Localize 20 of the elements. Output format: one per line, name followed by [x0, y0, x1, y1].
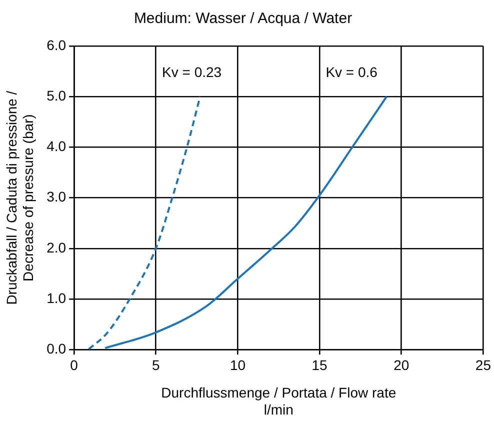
annotation: Kv = 0.6 — [326, 64, 378, 80]
x-tick-label: 15 — [312, 356, 328, 373]
y-tick-label: 6.0 — [46, 36, 66, 53]
annotation: Kv = 0.23 — [162, 64, 222, 80]
chart-title: Medium: Wasser / Acqua / Water — [134, 10, 352, 28]
y-tick-label: 5.0 — [46, 87, 66, 104]
x-tick-label: 20 — [394, 356, 410, 373]
x-tick-label: 10 — [230, 356, 246, 373]
y-tick-label: 0.0 — [46, 340, 66, 356]
line-series — [88, 96, 202, 350]
x-tick-label: 0 — [70, 356, 78, 373]
y-tick-label: 1.0 — [46, 290, 66, 306]
y-tick-label: 3.0 — [46, 188, 66, 205]
y-tick-label: 4.0 — [46, 138, 66, 154]
y-axis-title: Druckabfall / Caduta di pressione / Decrease of pressure (bar) — [3, 90, 36, 305]
y-tick-label: 2.0 — [46, 239, 66, 256]
x-tick-label: 5 — [152, 356, 160, 373]
x-axis-title: Durchflussmenge / Portata / Flow rate l/min — [161, 384, 396, 418]
x-tick-label: 25 — [475, 356, 492, 373]
line-series — [104, 96, 388, 350]
